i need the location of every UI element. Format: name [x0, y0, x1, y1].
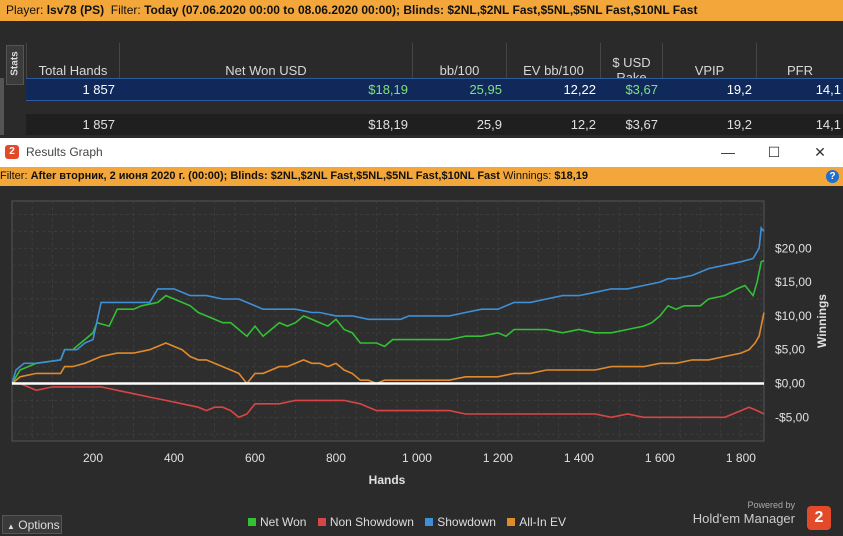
legend-net-won[interactable]: Net Won	[248, 515, 306, 529]
brand-name: Hold'em Manager	[692, 511, 795, 526]
x-tick-label: 1 400	[564, 451, 594, 465]
x-tick-label: 200	[83, 451, 103, 465]
stats-tab-label: Stats	[9, 51, 21, 76]
y-tick-label: $0,00	[775, 377, 805, 391]
results-chart: 200 400 600 800 1 000 1 200 1 400 1 600 1 800 -$5…	[0, 186, 843, 511]
minimize-button[interactable]: —	[721, 144, 735, 160]
y-tick-label: -$5,00	[775, 410, 809, 424]
help-icon[interactable]: ?	[826, 170, 839, 183]
col-header-net-won[interactable]: Net Won USD	[119, 43, 412, 97]
cell-bb100: 25,9	[476, 117, 502, 132]
col-header-vpip[interactable]: VPIP	[662, 43, 756, 97]
legend-showdown[interactable]: Showdown	[425, 515, 496, 529]
cell-vpip: 19,2	[726, 82, 752, 97]
series-line-net-won	[11, 259, 765, 384]
cell-total-hands: 1 857	[82, 82, 115, 97]
table-row[interactable]: 1 857 $18,19 25,95 12,22 $3,67 19,2 14,1	[26, 78, 843, 101]
stats-tab[interactable]: Stats	[6, 45, 24, 85]
col-header-total-hands[interactable]: Total Hands	[26, 43, 119, 97]
powered-by: Powered by Hold'em Manager 2	[692, 500, 831, 530]
cell-pfr: 14,1	[815, 82, 841, 97]
y-tick-label: $5,00	[775, 343, 805, 357]
col-header-pfr[interactable]: PFR	[756, 43, 843, 97]
maximize-button[interactable]: ☐	[767, 144, 781, 160]
window-title: Results Graph	[26, 145, 103, 159]
x-tick-label: 1 200	[483, 451, 513, 465]
cell-bb100: 25,95	[469, 82, 502, 97]
winnings-label: Winnings:	[503, 170, 552, 182]
y-tick-label: $15,00	[775, 275, 812, 289]
hem-logo-icon: 2	[5, 145, 19, 159]
series-line-non-showdown	[12, 382, 765, 419]
cell-rake: $3,67	[625, 82, 658, 97]
cell-vpip: 19,2	[726, 117, 752, 132]
graph-footer: ▲ Options Net Won Non Showdown Showdown …	[0, 500, 843, 536]
powered-by-label: Powered by	[747, 500, 795, 510]
x-tick-label: 1 600	[645, 451, 675, 465]
x-tick-label: 1 800	[726, 451, 756, 465]
y-tick-label: $20,00	[775, 241, 812, 255]
x-tick-label: 1 000	[402, 451, 432, 465]
x-tick-label: 800	[326, 451, 346, 465]
player-name[interactable]: lsv78 (PS)	[46, 3, 105, 17]
graph-filter-text[interactable]: After вторник, 2 июня 2020 г. (00:00); B…	[30, 170, 500, 182]
y-axis-label: Winnings	[815, 294, 829, 348]
winnings-value: $18,19	[554, 170, 589, 182]
graph-filter-bar: Filter: After вторник, 2 июня 2020 г. (0…	[0, 167, 843, 186]
window-titlebar[interactable]: 2 Results Graph — ☐ ✕	[0, 138, 843, 167]
col-header-ev-bb100[interactable]: EV bb/100	[506, 43, 600, 97]
col-header-bb100[interactable]: bb/100	[412, 43, 506, 97]
legend-all-in-ev[interactable]: All-In EV	[507, 515, 566, 529]
hem-logo-icon: 2	[807, 506, 831, 530]
options-label: Options	[18, 518, 60, 532]
y-tick-label: $10,00	[775, 309, 812, 323]
close-button[interactable]: ✕	[814, 144, 826, 160]
cell-ev-bb100: 12,22	[563, 82, 596, 97]
cell-net-won: $18,19	[368, 117, 408, 132]
table-row[interactable]: 1 857 $18,19 25,9 12,2 $3,67 19,2 14,1	[26, 114, 843, 135]
chart-legend: Net Won Non Showdown Showdown All-In EV	[248, 515, 574, 529]
cell-net-won: $18,19	[368, 82, 408, 97]
chevron-up-icon: ▲	[7, 522, 15, 531]
x-tick-label: 400	[164, 451, 184, 465]
series-line-all-in-ev	[11, 312, 765, 385]
player-label: Player:	[6, 3, 44, 17]
cell-rake: $3,67	[625, 117, 658, 132]
results-graph-window: 2 Results Graph — ☐ ✕ Filter: After втор…	[0, 138, 843, 536]
top-filter-bar: Player: lsv78 (PS) Filter: Today (07.06.…	[0, 0, 843, 21]
row-indicator	[0, 78, 4, 135]
x-tick-label: 600	[245, 451, 265, 465]
series-line-showdown	[11, 226, 765, 384]
plot-area	[11, 200, 765, 442]
filter-label: Filter:	[110, 3, 141, 17]
cell-total-hands: 1 857	[82, 117, 115, 132]
graph-filter-label: Filter:	[0, 170, 28, 182]
filter-text[interactable]: Today (07.06.2020 00:00 to 08.06.2020 00…	[144, 3, 698, 17]
x-axis-label: Hands	[369, 473, 406, 487]
legend-non-showdown[interactable]: Non Showdown	[317, 515, 414, 529]
cell-pfr: 14,1	[815, 117, 841, 132]
options-button[interactable]: ▲ Options	[2, 515, 62, 534]
cell-ev-bb100: 12,2	[570, 117, 596, 132]
